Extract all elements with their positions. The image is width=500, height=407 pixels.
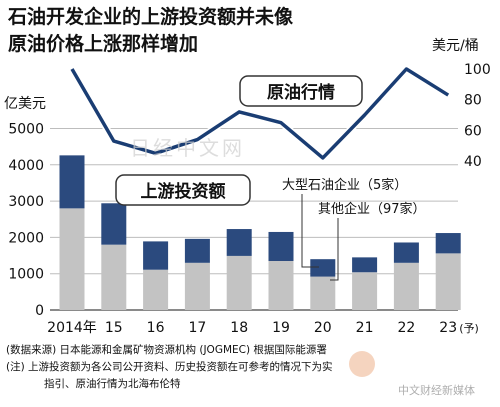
series-leader-other (330, 218, 339, 281)
watermark-center: 日经中文网 (130, 136, 245, 160)
line-legend-box: 原油行情 (239, 75, 363, 107)
bar-legend-label: 上游投资额 (141, 181, 226, 202)
line-legend-label: 原油行情 (267, 82, 335, 103)
x-tick-label: 18 (230, 320, 248, 336)
right-tick-label: 40 (464, 154, 482, 170)
oil-price-line (70, 67, 450, 160)
x-tick-label: 19 (272, 320, 290, 336)
left-axis-ticks: 0 1000 2000 3000 4000 5000 (8, 122, 44, 320)
bar-other-segment (59, 208, 85, 310)
x-tick-suffix: (予) (459, 322, 479, 335)
bar-major-segment (435, 233, 461, 254)
left-tick-label: 0 (35, 303, 44, 319)
bar-major-segment (268, 231, 294, 261)
footnotes: (数据来源) 日本能源和金属矿物资源机构 (JOGMEC) 根据国际能源署 (注… (6, 342, 496, 393)
footnote-source: (数据来源) 日本能源和金属矿物资源机构 (JOGMEC) 根据国际能源署 (6, 344, 327, 356)
bar-major-segment (393, 242, 419, 263)
left-tick-label: 4000 (8, 158, 44, 174)
bar-major-segment (59, 155, 85, 209)
title-line-1: 石油开发企业的上游投资额并未像 (8, 6, 294, 28)
bar-major-segment (143, 241, 169, 270)
x-tick-label: 16 (147, 320, 165, 336)
footnote-note-cont: 指引、原油行情为北海布伦特 (44, 378, 181, 390)
right-axis-unit: 美元/桶 (432, 38, 479, 54)
bar-other-segment (352, 272, 378, 310)
chart-bars (59, 155, 461, 310)
bar-legend-box: 上游投资额 (115, 174, 251, 206)
oil-price-line-layer (68, 65, 451, 162)
bar-other-segment (101, 244, 127, 310)
bar-other-segment (393, 262, 419, 310)
bar-major-segment (101, 203, 127, 245)
bar-other-segment (268, 260, 294, 310)
right-tick-label: 80 (464, 93, 482, 109)
x-tick-label: 21 (356, 320, 374, 336)
chart-title: 石油开发企业的上游投资额并未像 原油价格上涨那样增加 (8, 4, 388, 58)
bar-major-segment (184, 238, 210, 263)
bar-other-segment (226, 255, 252, 310)
footnote-note: (注) 上游投资额为各公司公开资料、历史投资额在可参考的情况下为实 (6, 361, 333, 373)
bar-major-segment (352, 257, 378, 273)
x-tick-label: 23 (439, 320, 457, 336)
bar-other-segment (184, 262, 210, 310)
bar-other-segment (310, 276, 336, 310)
series-label-other: 其他企业（97家） (318, 201, 426, 217)
right-axis-ticks: 40 60 80 100 (464, 62, 491, 170)
x-tick-label: 20 (314, 320, 332, 336)
bar-other-segment (143, 269, 169, 310)
left-tick-label: 5000 (8, 122, 44, 138)
bar-major-segment (226, 229, 252, 256)
left-axis-unit: 亿美元 (4, 96, 46, 112)
x-tick-label: 15 (105, 320, 123, 336)
left-tick-label: 1000 (8, 267, 44, 283)
title-line-2: 原油价格上涨那样增加 (8, 33, 199, 55)
series-leader-major (301, 194, 319, 268)
x-tick-label: 2014年 (47, 320, 97, 336)
left-tick-label: 2000 (8, 230, 44, 246)
right-tick-label: 100 (464, 62, 491, 78)
x-tick-label: 17 (188, 320, 206, 336)
series-label-major: 大型石油企业（5家） (282, 177, 407, 193)
x-axis-ticks: 2014年 15 16 17 18 19 20 21 22 23 (予) (47, 320, 479, 336)
left-tick-label: 3000 (8, 194, 44, 210)
bar-major-segment (310, 259, 336, 277)
bar-other-segment (435, 253, 461, 310)
x-tick-label: 22 (397, 320, 415, 336)
right-tick-label: 60 (464, 123, 482, 139)
